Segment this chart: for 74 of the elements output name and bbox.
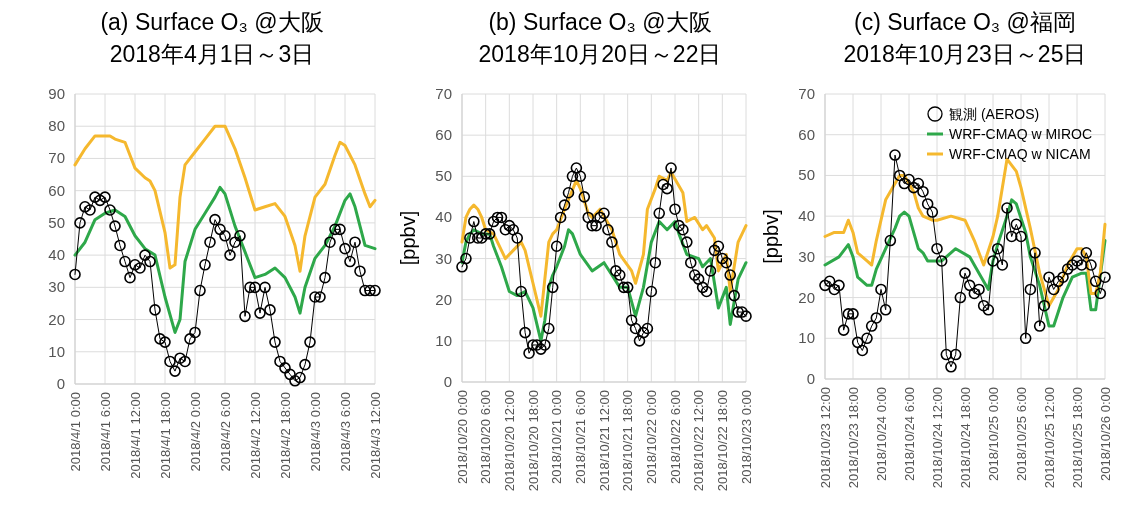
x-tick-label: 2018/10/21 12:00 [596,390,612,492]
legend-label: WRF-CMAQ w NICAM [949,146,1091,162]
y-tick-label: 60 [435,126,452,144]
y-tick-label: 20 [798,288,815,306]
y-tick-label: 30 [48,278,65,296]
x-tick-label: 2018/10/21 18:00 [620,390,636,492]
x-tick-label: 2018/4/2 18:00 [277,392,293,479]
x-tick-label: 2018/4/2 6:00 [217,392,233,472]
y-tick-label: 80 [48,117,65,135]
y-tick-label: 40 [435,208,452,226]
y-tick-label: 60 [48,181,65,199]
x-tick-label: 2018/4/2 12:00 [247,392,263,479]
y-tick-label: 90 [48,85,65,102]
x-tick-label: 2018/10/23 18:00 [845,387,861,489]
y-axis-title: [ppbv] [760,209,782,264]
x-tick-label: 2018/10/20 18:00 [525,390,541,492]
y-tick-label: 20 [48,310,65,328]
x-tick-label: 2018/10/20 6:00 [478,390,494,484]
y-tick-label: 70 [798,85,815,102]
chart-title: (c) Surface O₃ @福岡 [854,9,1076,35]
x-tick-label: 2018/10/24 6:00 [901,387,917,481]
y-tick-label: 0 [443,373,452,390]
y-axis-title: [ppbv] [397,210,419,266]
y-tick-label: 40 [798,207,815,225]
x-tick-label: 2018/10/22 18:00 [714,390,730,492]
x-tick-label: 2018/10/23 0:00 [738,390,754,484]
y-tick-label: 70 [48,149,65,167]
x-tick-label: 2018/10/26 0:00 [1097,387,1113,481]
x-tick-label: 2018/10/25 6:00 [1013,387,1029,481]
x-tick-label: 2018/4/1 12:00 [127,392,143,479]
legend-label: 観測 (AEROS) [949,106,1040,122]
y-tick-label: 0 [806,370,815,387]
x-tick-label: 2018/10/22 0:00 [643,390,659,484]
x-tick-label: 2018/4/1 0:00 [67,392,83,472]
x-tick-label: 2018/10/20 12:00 [501,390,517,492]
y-tick-label: 0 [56,375,65,392]
x-tick-label: 2018/10/21 6:00 [572,390,588,484]
x-tick-label: 2018/4/1 18:00 [157,392,173,479]
x-tick-label: 2018/10/21 0:00 [549,390,565,484]
chart-subtitle: 2018年10月23日～25日 [843,41,1087,67]
x-tick-label: 2018/10/22 6:00 [667,390,683,484]
x-tick-label: 2018/10/24 12:00 [929,387,945,489]
x-tick-label: 2018/4/3 12:00 [367,392,383,479]
y-tick-label: 50 [48,213,65,231]
x-tick-label: 2018/4/3 0:00 [307,392,323,472]
y-tick-label: 40 [48,246,65,264]
y-tick-label: 10 [48,342,65,360]
y-tick-label: 50 [798,166,815,184]
x-tick-label: 2018/10/25 0:00 [985,387,1001,481]
x-tick-label: 2018/10/23 12:00 [817,387,833,489]
x-tick-label: 2018/10/25 12:00 [1041,387,1057,489]
x-tick-label: 2018/10/24 0:00 [873,387,889,481]
line-series [73,124,377,273]
x-tick-label: 2018/4/1 6:00 [97,392,113,472]
y-tick-label: 30 [435,249,452,267]
x-tick-label: 2018/10/24 18:00 [957,387,973,489]
x-tick-label: 2018/10/22 12:00 [691,390,707,492]
y-tick-label: 10 [798,329,815,347]
chart-subtitle: 2018年10月20日～22日 [478,41,722,67]
y-tick-label: 50 [435,167,452,185]
line-series [73,185,377,334]
legend-label: WRF-CMAQ w MIROC [949,126,1093,142]
x-tick-label: 2018/10/25 18:00 [1069,387,1085,489]
y-tick-label: 10 [435,331,452,349]
x-tick-label: 2018/4/3 6:00 [337,392,353,472]
y-tick-label: 30 [798,247,815,265]
x-tick-label: 2018/10/20 0:00 [454,390,470,484]
x-tick-label: 2018/4/2 0:00 [187,392,203,472]
y-tick-label: 70 [435,85,452,102]
y-tick-label: 60 [798,125,815,143]
chart-title: (b) Surface O₃ @大阪 [488,9,712,35]
chart-title: (a) Surface O₃ @大阪 [100,9,324,35]
chart-subtitle: 2018年4月1日～3日 [109,41,315,67]
y-tick-label: 20 [435,290,452,308]
